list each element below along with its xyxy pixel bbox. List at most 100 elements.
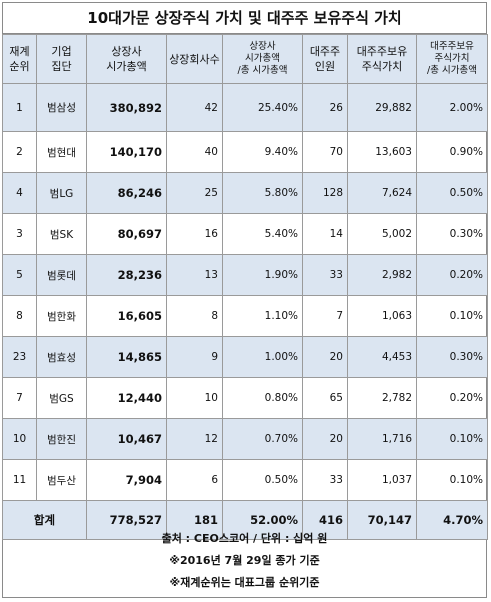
column-header-3: 상장회사수 [166, 34, 223, 84]
table-cell: 42 [166, 83, 223, 132]
table-row: 1 범삼성 380,892 42 25.40% 26 29,882 2.00% [2, 83, 488, 132]
table-cell: 5.80% [222, 172, 303, 214]
column-header-7: 대주주보유 주식가치/총 시가총액 [416, 34, 488, 84]
table-cell: 0.70% [222, 418, 303, 460]
table-cell: 0.80% [222, 377, 303, 419]
table-cell: 12 [166, 418, 223, 460]
column-header-line: 집단 [51, 60, 72, 73]
table-cell: 13 [166, 254, 223, 296]
table-row: 2 범현대 140,170 40 9.40% 70 13,603 0.90% [2, 131, 488, 173]
table-cell: 3 [2, 213, 37, 255]
table-cell: 5,002 [347, 213, 417, 255]
column-header-line: 기업 [51, 45, 72, 58]
table-cell: 65 [302, 377, 348, 419]
table-cell: 0.30% [416, 213, 488, 255]
column-header-line: 상장사 [249, 41, 276, 52]
table-cell: 0.50% [416, 172, 488, 214]
footnotes: 출처 : CEO스코어 / 단위 : 십억 원 ※2016년 7월 29일 종가… [2, 528, 487, 594]
table-cell: 25.40% [222, 83, 303, 132]
table-cell: 1.00% [222, 336, 303, 378]
table-cell: 1.90% [222, 254, 303, 296]
table-cell: 10,467 [86, 418, 167, 460]
table-cell: 16 [166, 213, 223, 255]
table-cell: 25 [166, 172, 223, 214]
table-cell: 70 [302, 131, 348, 173]
table-cell: 10 [166, 377, 223, 419]
column-header-line: 상장사 [111, 45, 142, 58]
table-cell: 5.40% [222, 213, 303, 255]
column-header-line: 주식가치 [361, 60, 403, 73]
column-header-line: 시가총액 [106, 60, 147, 73]
column-header-line: 인원 [314, 60, 336, 73]
table-cell: 범GS [36, 377, 87, 419]
table-cell: 5 [2, 254, 37, 296]
column-header-line: 시가총액 [245, 53, 280, 64]
table-cell: 80,697 [86, 213, 167, 255]
table-cell: 1,716 [347, 418, 417, 460]
total-label: 합계 [2, 500, 87, 540]
table-cell: 범SK [36, 213, 87, 255]
column-header-line: 대주주보유 [356, 45, 408, 58]
table-cell: 0.20% [416, 377, 488, 419]
table-cell: 0.20% [416, 254, 488, 296]
column-header-line: 대주주 [309, 45, 341, 58]
table-cell: 범LG [36, 172, 87, 214]
column-header-line: /총 시가총액 [427, 65, 477, 76]
column-header-4: 상장사 시가총액/총 시가총액 [222, 34, 303, 84]
table-cell: 10 [2, 418, 37, 460]
table-cell: 2,982 [347, 254, 417, 296]
table-cell: 128 [302, 172, 348, 214]
table-cell: 20 [302, 418, 348, 460]
table-row: 8 범한화 16,605 8 1.10% 7 1,063 0.10% [2, 295, 488, 337]
table-cell: 14,865 [86, 336, 167, 378]
table-cell: 0.50% [222, 459, 303, 501]
table-cell: 범한진 [36, 418, 87, 460]
table-cell: 9.40% [222, 131, 303, 173]
table-body: 1 범삼성 380,892 42 25.40% 26 29,882 2.00% 2 범현대 140,… [2, 83, 488, 540]
note-source: 출처 : CEO스코어 / 단위 : 십억 원 [161, 532, 328, 545]
table-row: 4 범LG 86,246 25 5.80% 128 7,624 0.50% [2, 172, 488, 214]
table-cell: 범삼성 [36, 83, 87, 132]
table-row: 11 범두산 7,904 6 0.50% 33 1,037 0.10% [2, 459, 488, 501]
table-cell: 8 [166, 295, 223, 337]
table-cell: 1,063 [347, 295, 417, 337]
table-cell: 7 [302, 295, 348, 337]
table-cell: 0.10% [416, 295, 488, 337]
table-cell: 7,624 [347, 172, 417, 214]
table-cell: 7 [2, 377, 37, 419]
table-cell: 1,037 [347, 459, 417, 501]
table-cell: 23 [2, 336, 37, 378]
table-cell: 범롯데 [36, 254, 87, 296]
table-cell: 범두산 [36, 459, 87, 501]
table-row: 10 범한진 10,467 12 0.70% 20 1,716 0.10% [2, 418, 488, 460]
table-cell: 14 [302, 213, 348, 255]
column-header-line: 주식가치 [434, 53, 470, 64]
table-cell: 16,605 [86, 295, 167, 337]
table-cell: 33 [302, 254, 348, 296]
table-cell: 11 [2, 459, 37, 501]
table-cell: 2 [2, 131, 37, 173]
column-header-line: /총 시가총액 [237, 65, 288, 76]
table-cell: 4 [2, 172, 37, 214]
table-title: 10대가문 상장주식 가치 및 대주주 보유주식 가치 [2, 2, 487, 34]
table-cell: 28,236 [86, 254, 167, 296]
table-cell: 1 [2, 83, 37, 132]
header-row: 재계 순위 기업 집단 상장사 시가총액 상장회사수 상장사 시가총액/총 시가총액 대주주 인원 대… [2, 34, 488, 84]
table-cell: 범한화 [36, 295, 87, 337]
table-cell: 1.10% [222, 295, 303, 337]
table-cell: 0.30% [416, 336, 488, 378]
table-cell: 9 [166, 336, 223, 378]
table-cell: 13,603 [347, 131, 417, 173]
table-cell: 6 [166, 459, 223, 501]
table-cell: 29,882 [347, 83, 417, 132]
table-row: 3 범SK 80,697 16 5.40% 14 5,002 0.30% [2, 213, 488, 255]
table-row: 7 범GS 12,440 10 0.80% 65 2,782 0.20% [2, 377, 488, 419]
table-cell: 8 [2, 295, 37, 337]
total-row: 합계 778,527 181 52.00% 416 70,147 4.70% [2, 500, 488, 540]
market-value-table: 재계 순위 기업 집단 상장사 시가총액 상장회사수 상장사 시가총액/총 시가총액 대주주 인원 대… [2, 34, 488, 540]
table-cell: 범현대 [36, 131, 87, 173]
